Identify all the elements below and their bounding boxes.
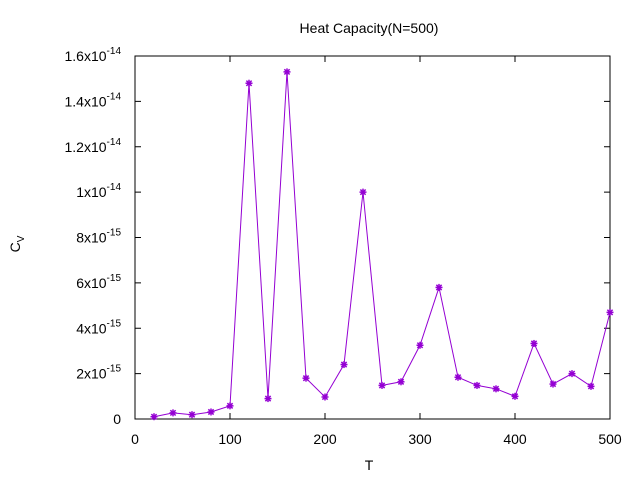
data-point [378,381,386,389]
y-tick-label-base: 2x10 [76,366,107,382]
y-tick-label: 1.6x10-14 [65,46,122,64]
y-tick-label: 2x10-15 [76,364,121,382]
y-tick-label: 1.2x10-14 [65,137,122,155]
data-point [492,385,500,393]
y-tick-label-base: 0 [113,411,121,427]
y-tick-label: 0 [113,411,121,427]
y-tick-label: 6x10-15 [76,273,121,291]
data-point [473,381,481,389]
y-axis-label: CV [7,235,27,252]
data-point [169,409,177,417]
data-point [283,68,291,76]
x-tick-label: 100 [218,431,242,447]
data-point [416,341,424,349]
data-point [454,373,462,381]
y-tick-label-exponent: -15 [107,318,122,329]
y-tick-label-exponent: -14 [107,46,122,57]
y-tick-label-base: 6x10 [76,275,107,291]
chart-title: Heat Capacity(N=500) [300,20,439,36]
y-tick-label-exponent: -15 [107,273,122,284]
y-tick-label: 4x10-15 [76,318,121,336]
y-tick-label: 1.4x10-14 [65,91,122,109]
data-point [606,308,614,316]
data-point [321,393,329,401]
data-point [245,79,253,87]
series-line [153,71,611,418]
x-tick-label: 200 [313,431,337,447]
x-tick-label: 500 [598,431,622,447]
y-tick-label: 8x10-15 [76,228,121,246]
data-point [568,370,576,378]
y-tick-label-base: 1.6x10 [65,48,107,64]
series-group [150,68,614,421]
plot-frame [134,55,611,420]
y-tick-label-base: 1x10 [76,184,107,200]
x-tick-label: 0 [131,431,139,447]
data-point [207,408,215,416]
y-tick-label-base: 1.2x10 [65,139,107,155]
y-tick-label-exponent: -14 [107,91,122,102]
y-tick-label-base: 8x10 [76,230,107,246]
y-axis-ticks: 02x10-154x10-156x10-158x10-151x10-141.2x… [65,46,610,427]
y-tick-label-base: 4x10 [76,320,107,336]
data-point [340,361,348,369]
data-point [226,402,234,410]
y-tick-label-base: 1.4x10 [65,93,107,109]
y-tick-label-exponent: -15 [107,364,122,375]
x-axis-ticks: 0 100 200 300 400 500 [131,56,622,447]
data-point [302,374,310,382]
y-tick-label-exponent: -14 [107,182,122,193]
data-point [435,283,443,291]
y-tick-label-exponent: -15 [107,228,122,239]
data-point [397,378,405,386]
x-tick-label: 400 [503,431,527,447]
x-tick-label: 300 [408,431,432,447]
data-point [264,395,272,403]
data-point [587,382,595,390]
data-point [359,188,367,196]
data-point [549,380,557,388]
data-point [188,411,196,419]
y-tick-label-exponent: -14 [107,137,122,148]
x-axis-label: T [365,457,374,473]
data-point [511,392,519,400]
data-point [150,413,158,421]
y-axis-label-subscript: V [16,235,27,242]
y-axis-label-main: C [7,242,23,252]
data-point [530,339,538,347]
y-tick-label: 1x10-14 [76,182,121,200]
